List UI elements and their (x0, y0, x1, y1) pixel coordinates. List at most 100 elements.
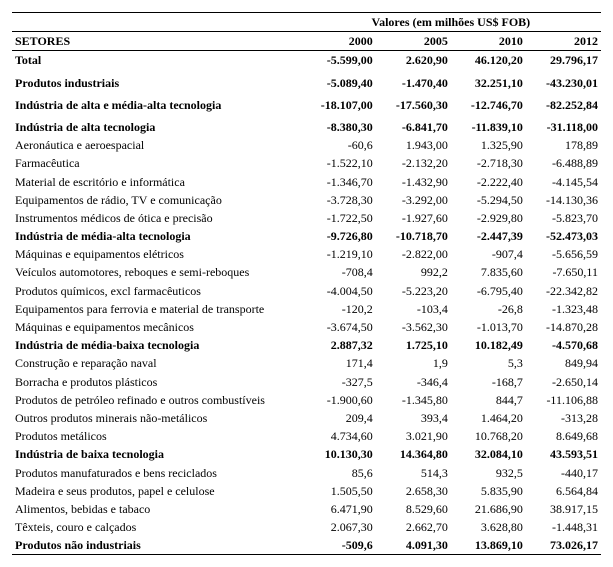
cell-y2000: -120,2 (301, 300, 376, 318)
cell-y2010: 21.686,90 (451, 500, 526, 518)
table-row: Produtos metálicos4.734,603.021,9010.768… (12, 427, 601, 445)
cell-y2010: 10.768,20 (451, 427, 526, 445)
cell-y2000: -3.674,50 (301, 318, 376, 336)
cell-sector: Outros produtos minerais não-metálicos (12, 409, 301, 427)
cell-y2010: -6.795,40 (451, 282, 526, 300)
cell-y2005: 2.620,90 (376, 51, 451, 70)
cell-y2005: 1.943,00 (376, 136, 451, 154)
cell-y2000: -1.722,50 (301, 209, 376, 227)
table-row: Instrumentos médicos de ótica e precisão… (12, 209, 601, 227)
cell-y2012: 178,89 (526, 136, 601, 154)
cell-sector: Alimentos, bebidas e tabaco (12, 500, 301, 518)
table-row: Alimentos, bebidas e tabaco6.471,908.529… (12, 500, 601, 518)
cell-y2000: 1.505,50 (301, 482, 376, 500)
cell-sector: Construção e reparação naval (12, 354, 301, 372)
table-row: Produtos químicos, excl farmacêuticos-4.… (12, 282, 601, 300)
cell-sector: Equipamentos para ferrovia e material de… (12, 300, 301, 318)
cell-sector: Produtos químicos, excl farmacêuticos (12, 282, 301, 300)
cell-y2010: -5.294,50 (451, 191, 526, 209)
cell-sector: Produtos de petróleo refinado e outros c… (12, 391, 301, 409)
cell-y2005: -103,4 (376, 300, 451, 318)
cell-y2005: 3.021,90 (376, 427, 451, 445)
table-row: Total-5.599,002.620,9046.120,2029.796,17 (12, 51, 601, 70)
cell-sector: Produtos não industriais (12, 536, 301, 555)
cell-y2000: -8.380,30 (301, 118, 376, 136)
cell-y2010: 844,7 (451, 391, 526, 409)
table-row: Outros produtos minerais não-metálicos20… (12, 409, 601, 427)
cell-y2005: 1,9 (376, 354, 451, 372)
cell-sector: Aeronáutica e aeroespacial (12, 136, 301, 154)
cell-y2000: -327,5 (301, 373, 376, 391)
cell-y2005: -6.841,70 (376, 118, 451, 136)
cell-y2012: 6.564,84 (526, 482, 601, 500)
cell-y2010: 32.251,10 (451, 74, 526, 92)
cell-y2010: -2.718,30 (451, 154, 526, 172)
cell-y2000: 209,4 (301, 409, 376, 427)
cell-y2005: -5.223,20 (376, 282, 451, 300)
cell-sector: Indústria de baixa tecnologia (12, 445, 301, 463)
cell-y2012: -5.823,70 (526, 209, 601, 227)
cell-sector: Indústria de alta tecnologia (12, 118, 301, 136)
cell-sector: Máquinas e equipamentos elétricos (12, 245, 301, 263)
cell-y2012: 43.593,51 (526, 445, 601, 463)
cell-y2000: 6.471,90 (301, 500, 376, 518)
cell-y2005: -1.432,90 (376, 173, 451, 191)
table-row: Produtos de petróleo refinado e outros c… (12, 391, 601, 409)
cell-y2012: 38.917,15 (526, 500, 601, 518)
cell-sector: Produtos metálicos (12, 427, 301, 445)
col-2005-header: 2005 (376, 32, 451, 51)
cell-y2000: -5.599,00 (301, 51, 376, 70)
cell-sector: Indústria de alta e média-alta tecnologi… (12, 96, 301, 114)
cell-sector: Produtos manufaturados e bens reciclados (12, 464, 301, 482)
cell-y2010: 932,5 (451, 464, 526, 482)
table-row: Construção e reparação naval171,41,95,38… (12, 354, 601, 372)
cell-sector: Máquinas e equipamentos mecânicos (12, 318, 301, 336)
table-row: Farmacêutica-1.522,10-2.132,20-2.718,30-… (12, 154, 601, 172)
table-row: Produtos industriais-5.089,40-1.470,4032… (12, 74, 601, 92)
cell-y2012: -82.252,84 (526, 96, 601, 114)
cell-y2010: -168,7 (451, 373, 526, 391)
cell-y2005: 2.662,70 (376, 518, 451, 536)
cell-y2012: -43.230,01 (526, 74, 601, 92)
table-row: Indústria de alta tecnologia-8.380,30-6.… (12, 118, 601, 136)
cell-y2012: -22.342,82 (526, 282, 601, 300)
table-row: Indústria de baixa tecnologia10.130,3014… (12, 445, 601, 463)
cell-y2012: -14.870,28 (526, 318, 601, 336)
cell-y2012: -7.650,11 (526, 263, 601, 281)
cell-sector: Borracha e produtos plásticos (12, 373, 301, 391)
col-2000-header: 2000 (301, 32, 376, 51)
cell-sector: Veículos automotores, reboques e semi-re… (12, 263, 301, 281)
table-row: Borracha e produtos plásticos-327,5-346,… (12, 373, 601, 391)
cell-y2005: 992,2 (376, 263, 451, 281)
table-row: Aeronáutica e aeroespacial-60,61.943,001… (12, 136, 601, 154)
cell-sector: Equipamentos de rádio, TV e comunicação (12, 191, 301, 209)
cell-y2010: 1.325,90 (451, 136, 526, 154)
table-body: Total-5.599,002.620,9046.120,2029.796,17… (12, 51, 601, 555)
table-row: Equipamentos de rádio, TV e comunicação -… (12, 191, 601, 209)
cell-y2005: -10.718,70 (376, 227, 451, 245)
cell-y2005: -2.822,00 (376, 245, 451, 263)
cell-y2000: -1.900,60 (301, 391, 376, 409)
table-row: Indústria de média-baixa tecnologia2.887… (12, 336, 601, 354)
cell-y2005: -3.562,30 (376, 318, 451, 336)
cell-y2000: -60,6 (301, 136, 376, 154)
cell-y2000: 171,4 (301, 354, 376, 372)
table-row: Material de escritório e informática-1.3… (12, 173, 601, 191)
cell-y2005: 4.091,30 (376, 536, 451, 555)
table-row: Madeira e seus produtos, papel e celulos… (12, 482, 601, 500)
cell-y2005: 514,3 (376, 464, 451, 482)
col-sector-header: SETORES (12, 32, 301, 51)
cell-y2005: 393,4 (376, 409, 451, 427)
cell-y2012: 849,94 (526, 354, 601, 372)
table-row: Têxteis, couro e calçados2.067,302.662,7… (12, 518, 601, 536)
cell-y2005: 14.364,80 (376, 445, 451, 463)
cell-y2012: 29.796,17 (526, 51, 601, 70)
super-header-row: Valores (em milhões US$ FOB) (12, 13, 601, 32)
cell-y2012: -4.145,54 (526, 173, 601, 191)
cell-y2010: -26,8 (451, 300, 526, 318)
data-table: Valores (em milhões US$ FOB) SETORES 200… (12, 12, 601, 555)
cell-y2010: 10.182,49 (451, 336, 526, 354)
cell-y2005: -2.132,20 (376, 154, 451, 172)
cell-y2005: -346,4 (376, 373, 451, 391)
table-row: Produtos manufaturados e bens reciclados… (12, 464, 601, 482)
